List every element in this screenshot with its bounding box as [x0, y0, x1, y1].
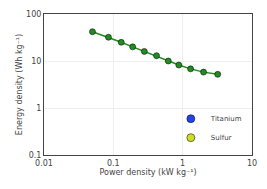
svg-text:Titanium: Titanium [210, 115, 242, 123]
svg-text:10: 10 [247, 159, 257, 168]
svg-text:0.01: 0.01 [35, 159, 53, 168]
svg-text:1: 1 [36, 104, 41, 113]
svg-text:100: 100 [26, 10, 41, 19]
svg-text:0.1: 0.1 [29, 151, 42, 160]
svg-text:Energy density (Wh kg⁻¹): Energy density (Wh kg⁻¹) [15, 34, 24, 135]
svg-text:10: 10 [31, 57, 41, 66]
svg-text:Sulfur: Sulfur [211, 134, 232, 142]
svg-text:0.1: 0.1 [107, 159, 120, 168]
svg-text:Power density (kW kg⁻¹): Power density (kW kg⁻¹) [99, 168, 196, 177]
svg-text:1: 1 [180, 159, 185, 168]
